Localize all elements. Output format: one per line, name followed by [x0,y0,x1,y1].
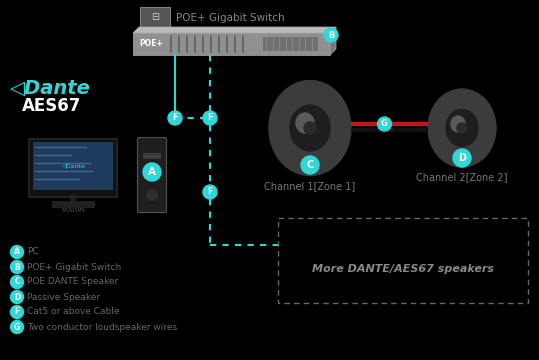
Text: B: B [328,31,334,40]
Circle shape [147,189,157,201]
Text: ◁Dante: ◁Dante [10,78,91,98]
Ellipse shape [446,109,478,147]
Text: Two conductor loudspeaker wires: Two conductor loudspeaker wires [27,323,177,332]
Text: F: F [15,307,19,316]
Text: B: B [14,262,20,271]
Text: D: D [14,292,20,302]
FancyBboxPatch shape [133,33,330,55]
Circle shape [10,306,24,319]
Ellipse shape [296,113,314,133]
Text: AES67: AES67 [22,97,81,115]
Text: F: F [172,113,178,122]
Text: More DANTE/AES67 speakers: More DANTE/AES67 speakers [312,264,494,274]
Circle shape [453,149,471,167]
FancyBboxPatch shape [140,7,170,33]
Text: ◁Dante: ◁Dante [61,163,85,168]
Text: Channel 2[Zone 2]: Channel 2[Zone 2] [416,172,508,182]
Text: ⊟: ⊟ [151,12,159,22]
Ellipse shape [269,81,351,175]
Circle shape [203,111,217,125]
Text: MGNISMS: MGNISMS [61,208,85,213]
Text: C: C [14,278,20,287]
Circle shape [143,163,161,181]
Circle shape [324,28,338,42]
Circle shape [301,156,319,174]
FancyBboxPatch shape [33,142,113,190]
Text: Cat5 or above Cable: Cat5 or above Cable [27,307,120,316]
Text: POE+: POE+ [139,40,163,49]
Circle shape [203,185,217,199]
Text: D: D [458,153,466,163]
Text: F: F [207,113,213,122]
Text: POE DANTE Speaker: POE DANTE Speaker [27,278,118,287]
Polygon shape [330,27,336,55]
Text: A: A [14,248,20,256]
Circle shape [377,117,391,131]
Ellipse shape [290,105,330,151]
Circle shape [10,291,24,303]
Circle shape [10,275,24,288]
Ellipse shape [451,116,465,132]
Circle shape [457,123,467,133]
FancyBboxPatch shape [143,153,161,159]
Circle shape [304,122,316,134]
FancyBboxPatch shape [263,37,318,51]
Text: G: G [14,323,20,332]
Text: POE+ Gigabit Switch: POE+ Gigabit Switch [27,262,121,271]
Text: C: C [306,160,314,170]
Text: POE+ Gigabit Switch: POE+ Gigabit Switch [176,13,284,23]
Text: Passive Speaker: Passive Speaker [27,292,100,302]
Text: F: F [207,188,213,197]
Text: G: G [381,120,388,129]
Circle shape [10,246,24,258]
Text: Channel 1[Zone 1]: Channel 1[Zone 1] [264,181,356,191]
Circle shape [10,320,24,333]
Circle shape [10,261,24,274]
Text: PC: PC [27,248,39,256]
FancyBboxPatch shape [137,138,167,212]
Text: A: A [148,167,156,177]
Polygon shape [133,27,336,33]
Ellipse shape [428,89,496,167]
Circle shape [168,111,182,125]
FancyBboxPatch shape [29,139,117,197]
